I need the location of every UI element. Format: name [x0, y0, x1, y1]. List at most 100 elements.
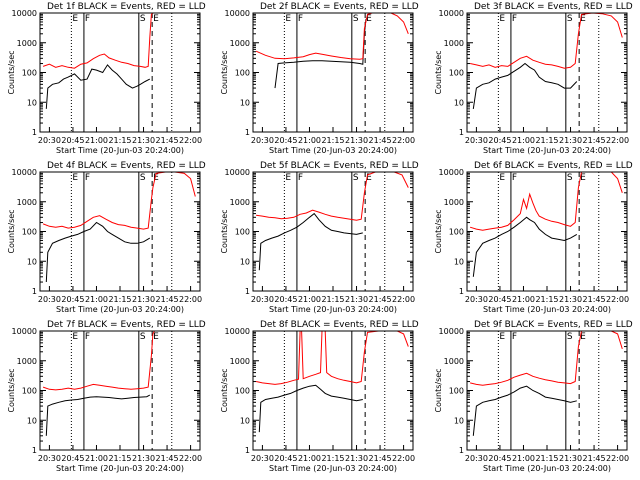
x-tick-label: 21:30 [132, 295, 155, 304]
marker-label: S [567, 332, 573, 342]
x-tick-label: 22:00 [606, 136, 629, 145]
x-tick-label: 21:30 [559, 295, 582, 304]
marker-label: E [580, 332, 586, 342]
y-axis-label: Counts/sec [434, 368, 443, 412]
y-tick-label: 100 [449, 387, 464, 396]
panel-title: Det 5f BLACK = Events, RED = LLD [260, 161, 419, 171]
x-tick-label: 21:45 [369, 136, 392, 145]
x-tick-label: 21:45 [583, 295, 606, 304]
plot-frame [252, 171, 414, 292]
y-tick-label: 10000 [225, 327, 250, 336]
x-tick-label: 21:15 [535, 454, 558, 463]
x-tick-label: 21:00 [298, 295, 321, 304]
y-axis-label: Counts/sec [7, 209, 16, 253]
plot-frame [252, 330, 414, 451]
y-tick-label: 10000 [12, 168, 37, 177]
series-events-line [472, 385, 577, 436]
marker-label: F [298, 173, 303, 183]
y-tick-label: 100 [22, 228, 37, 237]
y-tick-label: 10000 [439, 168, 464, 177]
x-axis-label: Start Time (20-Jun-03 20:24:00) [483, 146, 611, 155]
marker-label: S [140, 173, 146, 183]
x-tick-label: 21:15 [108, 136, 131, 145]
marker-label: S [140, 14, 146, 24]
y-tick-label: 100 [449, 69, 464, 78]
x-tick-label: 20:30 [465, 295, 488, 304]
x-tick-label: 21:30 [132, 454, 155, 463]
y-tick-label: 1 [32, 128, 37, 137]
marker-label: S [567, 173, 573, 183]
marker-label: E [153, 332, 159, 342]
panel-title: Det 1f BLACK = Events, RED = LLD [47, 2, 206, 12]
x-tick-label: 20:45 [488, 136, 511, 145]
x-tick-label: 21:15 [535, 136, 558, 145]
y-tick-label: 10 [454, 257, 464, 266]
marker-label: F [85, 173, 90, 183]
y-axis-label: Counts/sec [220, 50, 229, 94]
x-tick-label: 21:15 [321, 136, 344, 145]
y-axis-label: Counts/sec [7, 50, 16, 94]
y-tick-label: 1000 [230, 39, 250, 48]
x-tick-label: 20:45 [274, 454, 297, 463]
x-tick-label: 20:45 [274, 295, 297, 304]
y-tick-label: 100 [22, 69, 37, 78]
x-tick-label: 20:45 [61, 136, 84, 145]
marker-label: F [512, 173, 517, 183]
x-tick-label: 22:00 [392, 454, 415, 463]
x-tick-label: 21:30 [132, 136, 155, 145]
y-tick-label: 1 [245, 287, 250, 296]
y-tick-label: 1 [245, 446, 250, 455]
marker-label: E [72, 173, 78, 183]
y-tick-label: 1000 [444, 198, 464, 207]
y-tick-label: 10 [240, 257, 250, 266]
y-tick-label: 1 [459, 128, 464, 137]
x-axis-label: Start Time (20-Jun-03 20:24:00) [269, 305, 397, 314]
y-axis-label: Counts/sec [434, 209, 443, 253]
y-tick-label: 1000 [17, 357, 37, 366]
marker-label: E [580, 14, 586, 24]
x-tick-label: 20:30 [251, 295, 274, 304]
series-lld-line [255, 13, 409, 60]
y-tick-label: 10 [27, 416, 37, 425]
series-events-line [472, 62, 578, 109]
x-tick-label: 21:00 [85, 454, 108, 463]
x-tick-label: 21:45 [583, 136, 606, 145]
x-tick-label: 21:45 [369, 295, 392, 304]
marker-label: S [353, 14, 359, 24]
y-tick-label: 10000 [439, 9, 464, 18]
panel-8: Det 8f BLACK = Events, RED = LLD 1 10 100 10… [220, 320, 419, 473]
y-axis-label: Counts/sec [220, 368, 229, 412]
marker-label: E [153, 173, 159, 183]
y-tick-label: 100 [449, 228, 464, 237]
x-tick-label: 22:00 [179, 454, 202, 463]
series-lld-line [42, 172, 196, 230]
series-lld-line [255, 331, 409, 385]
y-tick-label: 1 [32, 446, 37, 455]
x-tick-label: 20:45 [274, 136, 297, 145]
x-tick-label: 21:45 [156, 295, 179, 304]
x-tick-label: 20:30 [465, 136, 488, 145]
y-tick-label: 10000 [12, 9, 37, 18]
y-tick-label: 1000 [444, 39, 464, 48]
x-tick-label: 21:45 [156, 136, 179, 145]
panel-title: Det 3f BLACK = Events, RED = LLD [474, 2, 633, 12]
x-tick-label: 21:30 [559, 454, 582, 463]
marker-label: F [85, 332, 90, 342]
x-tick-label: 20:45 [488, 454, 511, 463]
marker-label: E [153, 14, 159, 24]
panel-title: Det 2f BLACK = Events, RED = LLD [260, 2, 419, 12]
marker-label: E [72, 332, 78, 342]
x-tick-label: 20:30 [465, 454, 488, 463]
x-axis-label: Start Time (20-Jun-03 20:24:00) [269, 464, 397, 473]
y-tick-label: 1000 [230, 198, 250, 207]
y-tick-label: 1000 [444, 357, 464, 366]
panel-title: Det 6f BLACK = Events, RED = LLD [474, 161, 633, 171]
y-tick-label: 1 [459, 446, 464, 455]
series-events-line [258, 212, 363, 271]
y-tick-label: 10 [454, 416, 464, 425]
x-tick-label: 21:15 [108, 295, 131, 304]
